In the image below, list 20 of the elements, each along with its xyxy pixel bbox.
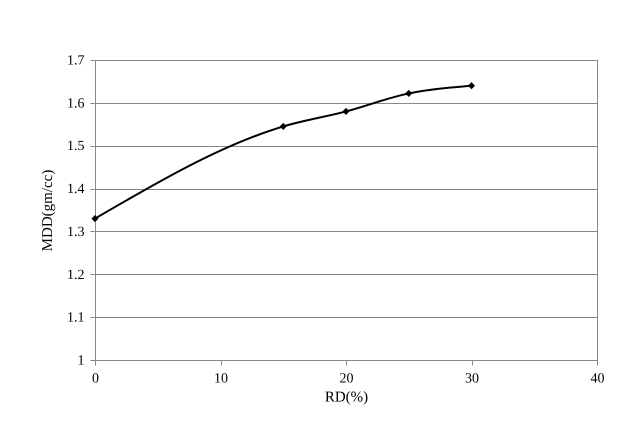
x-tick-label: 30 <box>465 372 479 386</box>
x-tick-label: 10 <box>214 372 228 386</box>
y-tick-label: 1.7 <box>67 54 84 68</box>
y-tick-label: 1.1 <box>67 310 84 326</box>
point <box>280 122 287 130</box>
y-tick-label: 1.4 <box>67 182 84 198</box>
x-tick-label: 40 <box>590 372 604 386</box>
y-tick-label: 1.5 <box>67 139 84 154</box>
x-axis-title: RD(%) <box>324 390 368 406</box>
point <box>91 215 99 222</box>
point <box>468 82 476 90</box>
y-tick-label: 1.6 <box>67 96 84 112</box>
x-tick-label: 0 <box>92 372 99 386</box>
y-tick-label: 1 <box>78 354 84 368</box>
y-tick-label: 1.3 <box>67 224 84 240</box>
point <box>405 90 412 97</box>
y-axis-title: MDD(gm/cc) <box>40 170 56 252</box>
x-tick-label: 20 <box>340 372 354 386</box>
y-tick-label: 1.2 <box>67 268 84 283</box>
point <box>342 108 350 115</box>
